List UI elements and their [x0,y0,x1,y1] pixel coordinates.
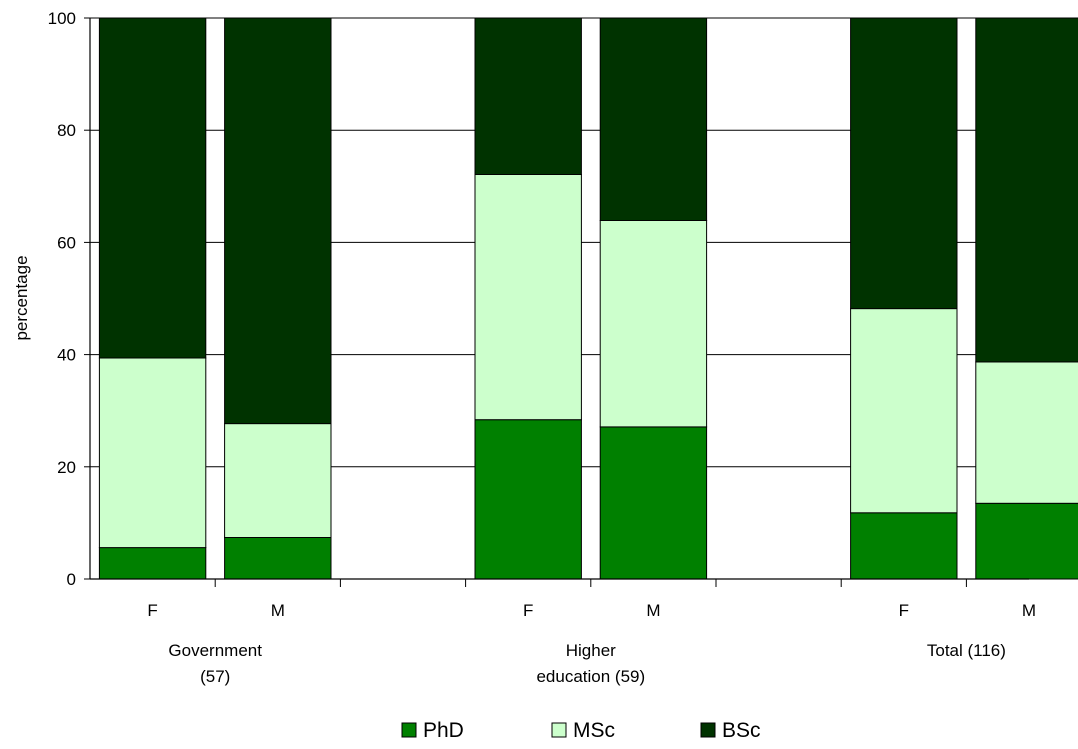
axes [89,18,1029,587]
x-group-label: education (59) [536,667,645,686]
bar-bsc-5 [975,17,1078,363]
legend-swatch-msc [551,722,567,738]
x-group-label: Government [168,641,262,660]
x-group-label: (57) [200,667,230,686]
y-tick-label: 40 [57,346,76,365]
bar-bsc-3 [599,17,708,221]
bar-phd-5 [975,502,1078,580]
bar-bsc-2 [474,17,582,175]
bar-bsc-0 [98,17,207,359]
bar-bsc-4 [850,17,958,310]
bar-msc-2 [474,174,582,421]
bar-phd-0 [98,547,207,580]
bar-msc-5 [975,361,1078,504]
legend-label-bsc: BSc [722,719,761,742]
bar-msc-1 [224,423,332,539]
x-category-label: M [646,601,660,620]
x-group-label: Total (116) [927,641,1006,660]
x-category-label: F [147,601,157,620]
bars [98,17,1078,580]
legend-swatch-bsc [700,722,716,738]
y-tick-label: 0 [67,570,76,589]
y-tick-label: 60 [57,233,76,252]
bar-phd-2 [474,419,582,580]
bar-bsc-1 [224,17,332,425]
legend-label-msc: MSc [573,719,615,742]
x-category-label: M [271,601,285,620]
legend-label-phd: PhD [423,719,464,742]
y-tick-label: 20 [57,458,76,477]
bar-phd-3 [599,426,708,580]
x-category-label: F [899,601,909,620]
x-labels: F M F M F M Government (57) Higher education (59)… [147,601,1036,686]
y-axis-title: percentage [12,255,31,340]
y-tick-label: 80 [57,121,76,140]
x-group-label: Higher [566,641,616,660]
x-category-label: F [523,601,533,620]
bar-phd-1 [224,537,332,580]
legend: PhD MSc BSc [401,719,761,742]
bar-msc-3 [599,220,708,428]
bar-msc-4 [850,308,958,514]
y-tick-label: 100 [48,9,76,28]
x-category-label: M [1022,601,1036,620]
bar-phd-4 [850,512,958,580]
legend-swatch-phd [401,722,417,738]
bar-msc-0 [98,357,207,549]
y-ticks: 0 20 40 60 80 100 [48,9,90,589]
